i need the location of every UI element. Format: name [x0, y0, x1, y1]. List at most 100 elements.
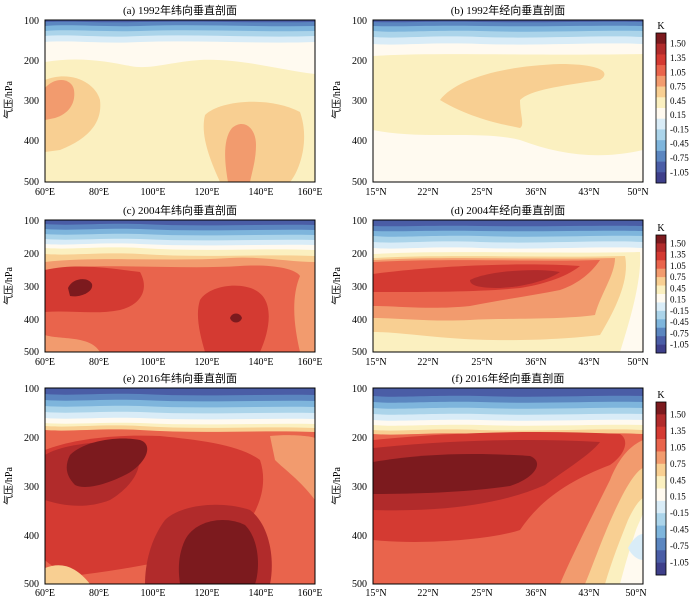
x-tick-label: 80°E [89, 588, 109, 599]
colorbar-tick-label: 1.05 [670, 67, 686, 77]
x-tick-label: 43°N [578, 357, 599, 368]
x-tick-label: 22°N [417, 588, 438, 599]
panel-f: (f) 2016年经向垂直剖面 100 200 300 400 [330, 371, 647, 599]
colorbar-swatch [656, 129, 666, 141]
field-band [373, 388, 643, 397]
y-tick-label: 100 [24, 384, 39, 395]
colorbar-unit: K [657, 390, 665, 401]
y-tick-label: 400 [352, 315, 367, 326]
colorbar-tick-label: -0.75 [670, 541, 689, 551]
colorbar-swatch [656, 302, 666, 312]
colorbar: K1.501.351.050.750.450.15-0.15-0.45-0.75… [655, 390, 689, 576]
colorbar-swatch [656, 336, 666, 345]
x-tick-label: 80°E [89, 357, 109, 368]
colorbar-unit: K [657, 223, 665, 234]
colorbar-tick-label: 0.15 [670, 110, 686, 120]
colorbar-tick-label: 0.45 [670, 283, 686, 293]
field-band [45, 20, 315, 23]
x-tick-label: 25°N [471, 187, 492, 198]
y-tick-label: 400 [24, 136, 39, 147]
colorbar-swatch [656, 172, 666, 184]
y-axis-label: 气压/hPa [2, 267, 15, 305]
colorbar-swatch [656, 402, 666, 415]
panel-e-xticks: 60°E 80°E 100°E 120°E 140°E 160°E [35, 588, 323, 599]
colorbar-tick-label: 0.45 [670, 475, 686, 485]
colorbar-tick-label: 1.35 [670, 250, 686, 260]
x-tick-label: 25°N [471, 588, 492, 599]
y-tick-label: 300 [24, 96, 39, 107]
panel-b-yticks: 100 200 300 400 500 [352, 16, 367, 188]
y-tick-label: 200 [24, 56, 39, 67]
panel-e-field [45, 388, 315, 584]
colorbar-swatch [656, 118, 666, 130]
panel-d-frame [372, 219, 644, 353]
colorbar-swatch [656, 344, 666, 354]
colorbar-swatch [656, 260, 666, 270]
colorbar-tick-label: 0.45 [670, 96, 686, 106]
colorbar-swatch [656, 54, 666, 66]
panel-b-field [373, 20, 643, 182]
y-tick-label: 300 [24, 282, 39, 293]
x-tick-label: 36°N [525, 357, 546, 368]
field-band [373, 220, 643, 227]
field-band [68, 279, 93, 297]
colorbar-tick-label: -0.75 [670, 328, 689, 338]
colorbar-tick-label: 0.75 [670, 82, 686, 92]
y-tick-label: 200 [24, 433, 39, 444]
panel-b-frame [372, 19, 644, 183]
panel-e-title: (e) 2016年纬向垂直剖面 [123, 371, 237, 385]
x-tick-label: 60°E [35, 187, 55, 198]
field-band [270, 435, 315, 500]
colorbar-tick-label: -1.05 [670, 167, 689, 177]
y-tick-label: 400 [24, 315, 39, 326]
colorbar: K1.501.351.050.750.450.15-0.15-0.45-0.75… [655, 223, 689, 354]
x-tick-label: 120°E [194, 357, 219, 368]
colorbar-swatch [656, 550, 666, 563]
y-tick-label: 500 [24, 347, 39, 358]
y-tick-label: 500 [24, 177, 39, 188]
panel-a-frame [44, 19, 316, 183]
colorbar-swatch [656, 86, 666, 98]
x-tick-label: 160°E [297, 357, 322, 368]
panel-c: (c) 2004年纬向垂直剖面 100 200 300 400 500 [2, 203, 323, 368]
field-band [45, 388, 315, 396]
panel-c-yticks: 100 200 300 400 500 [24, 216, 39, 358]
colorbar-tick-label: -1.05 [670, 558, 689, 568]
colorbar-tick-label: 1.50 [670, 409, 686, 419]
panel-c-frame [44, 219, 316, 353]
x-tick-label: 50°N [625, 588, 646, 599]
panel-c-field [45, 220, 315, 352]
colorbar-swatch [656, 277, 666, 286]
colorbar-swatch [656, 294, 666, 303]
colorbar-swatch [656, 500, 666, 514]
field-band [225, 124, 256, 182]
panel-c-title: (c) 2004年纬向垂直剖面 [123, 203, 237, 217]
colorbar-frame [655, 234, 667, 354]
colorbar-swatch [656, 140, 666, 152]
x-tick-label: 140°E [248, 357, 273, 368]
colorbar-tick-label: -0.15 [670, 508, 689, 518]
colorbar-tick-label: -0.15 [670, 306, 689, 316]
x-tick-label: 22°N [417, 357, 438, 368]
colorbar-tick-label: 0.75 [670, 459, 686, 469]
colorbar-swatch [656, 235, 666, 244]
x-tick-label: 120°E [194, 187, 219, 198]
colorbar-swatch [656, 161, 666, 173]
colorbar-swatch [656, 150, 666, 162]
panel-d-field [373, 220, 643, 352]
field-band [373, 20, 643, 23]
panel-b-title: (b) 1992年经向垂直剖面 [451, 3, 566, 17]
colorbar-swatch [656, 285, 666, 295]
y-tick-label: 200 [352, 249, 367, 260]
colorbar-swatch [656, 476, 666, 489]
x-tick-label: 43°N [578, 187, 599, 198]
y-tick-label: 400 [352, 531, 367, 542]
y-tick-label: 500 [352, 579, 367, 590]
colorbar-swatch [656, 97, 666, 109]
x-tick-label: 100°E [140, 588, 165, 599]
colorbar-tick-label: 1.50 [670, 238, 686, 248]
colorbar-swatch [656, 319, 666, 329]
x-tick-label: 50°N [627, 357, 648, 368]
x-tick-label: 140°E [248, 588, 273, 599]
field-band [66, 438, 148, 487]
